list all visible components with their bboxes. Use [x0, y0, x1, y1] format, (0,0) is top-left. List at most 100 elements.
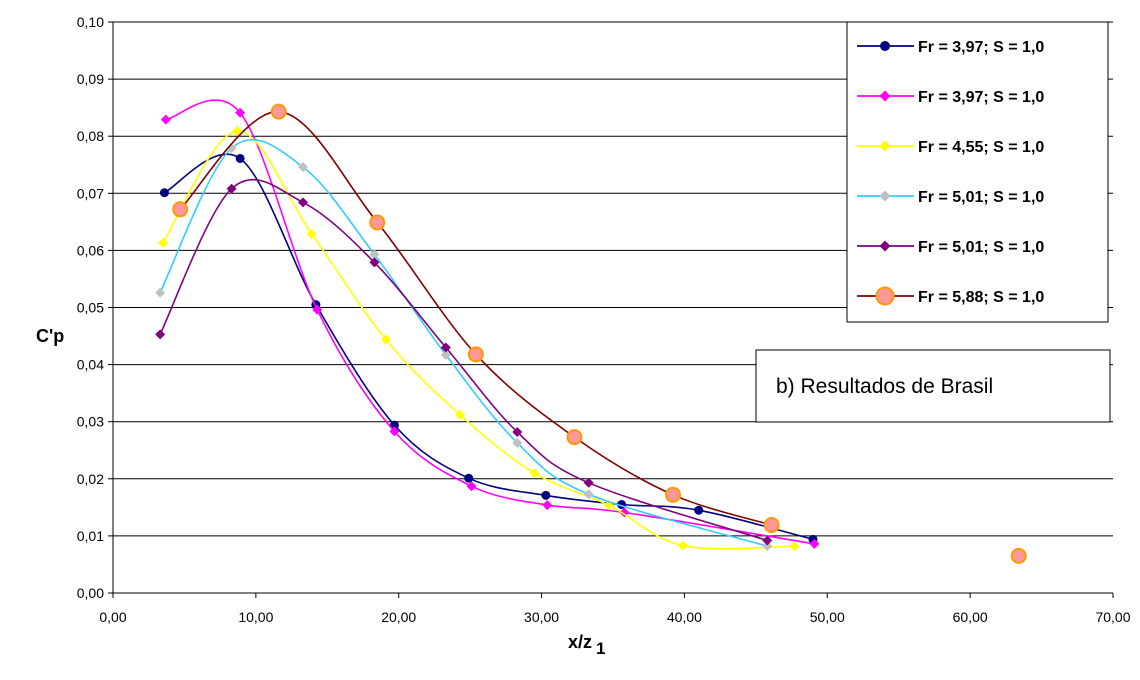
data-point	[467, 346, 484, 363]
legend-entry-6: Fr = 5,88; S = 1,0	[857, 286, 1044, 306]
x-tick-label: 50,00	[810, 609, 845, 625]
y-tick-label: 0,02	[77, 471, 104, 487]
data-point	[389, 420, 399, 430]
y-tick-label: 0,09	[77, 71, 104, 87]
data-point	[619, 507, 630, 518]
data-point	[158, 237, 168, 248]
legend-swatch-marker	[880, 41, 890, 51]
data-point	[380, 334, 391, 345]
data-point	[1010, 547, 1027, 564]
y-axis-title: C'p	[36, 326, 64, 346]
data-point	[694, 505, 704, 515]
data-point	[270, 103, 287, 120]
data-point	[232, 126, 243, 137]
data-point	[159, 188, 169, 198]
x-tick-label: 60,00	[953, 609, 988, 625]
x-tick-label: 30,00	[524, 609, 559, 625]
data-point	[440, 342, 451, 353]
series-6	[172, 103, 1027, 564]
series-3	[158, 126, 800, 552]
legend-swatch-marker	[879, 240, 891, 252]
data-point	[440, 349, 451, 360]
data-point	[762, 541, 773, 552]
y-tick-label: 0,05	[77, 300, 104, 316]
series-line-2	[165, 99, 815, 545]
data-point	[455, 409, 466, 420]
y-tick-label: 0,03	[77, 414, 104, 430]
data-point	[763, 517, 780, 534]
legend-swatch-marker	[875, 286, 895, 306]
y-tick-label: 0,08	[77, 128, 104, 144]
x-tick-label: 40,00	[667, 609, 702, 625]
data-point	[369, 257, 380, 268]
data-point	[529, 468, 540, 479]
series-line-3	[162, 130, 795, 550]
y-tick-label: 0,01	[77, 528, 104, 544]
x-tick-label: 0,00	[99, 609, 126, 625]
series-4	[155, 138, 773, 552]
x-tick-labels: 0,00 10,00 20,00 30,00 40,00 50,00 60,00 70,00	[99, 609, 1130, 625]
series-line-1	[164, 153, 814, 541]
legend-label: Fr = 4,55; S = 1,0	[918, 139, 1044, 156]
x-axis-title: x/z 1	[568, 632, 605, 658]
data-point	[466, 481, 477, 492]
y-tick-label: 0,07	[77, 185, 104, 201]
y-tick-label: 0,10	[77, 14, 104, 30]
y-tick-label: 0,04	[77, 357, 104, 373]
data-point	[512, 437, 523, 448]
data-point	[583, 489, 594, 500]
y-tick-label: 0,06	[77, 242, 104, 258]
data-point	[160, 114, 171, 125]
legend-swatch-marker	[879, 140, 891, 152]
data-point	[789, 541, 800, 552]
legend-entry-5: Fr = 5,01; S = 1,0	[857, 239, 1044, 256]
data-point	[155, 287, 166, 298]
data-point	[809, 538, 820, 549]
x-tick-label: 70,00	[1095, 609, 1130, 625]
data-point	[512, 426, 523, 437]
legend-swatch-marker	[879, 190, 891, 202]
data-point	[312, 304, 323, 315]
data-point	[235, 153, 245, 163]
series-1	[159, 153, 818, 544]
data-point	[172, 201, 189, 218]
data-point	[389, 426, 400, 437]
legend-entry-3: Fr = 4,55; S = 1,0	[857, 139, 1044, 156]
data-point	[235, 107, 246, 118]
x-axis-title-subscript: 1	[596, 639, 605, 658]
legend-entry-2: Fr = 3,97; S = 1,0	[857, 89, 1044, 106]
legend-label: Fr = 3,97; S = 1,0	[918, 89, 1044, 106]
legend-frame	[846, 21, 1109, 323]
series-lines	[155, 99, 1027, 564]
data-point	[298, 162, 308, 173]
data-point	[678, 540, 688, 551]
y-tick-label: 0,00	[77, 585, 104, 601]
legend-label: Fr = 3,97; S = 1,0	[918, 39, 1044, 56]
annotation-frame	[755, 349, 1111, 423]
data-point	[566, 429, 583, 446]
data-point	[583, 477, 594, 488]
series-line-4	[159, 138, 768, 547]
legend-swatch-marker	[879, 90, 891, 102]
data-point	[155, 329, 166, 340]
legend-label: Fr = 5,01; S = 1,0	[918, 189, 1044, 206]
data-point	[762, 535, 773, 546]
data-point	[369, 249, 380, 260]
annotation-text: b) Resultados de Brasil	[776, 375, 993, 398]
series-line-5	[159, 178, 768, 542]
legend: Fr = 3,97; S = 1,0 Fr = 3,97; S = 1,0 Fr =…	[846, 21, 1109, 323]
data-point	[665, 486, 681, 503]
y-tick-labels: 0,00 0,01 0,02 0,03 0,04 0,05 0,06 0,07 0,08 0,09…	[77, 14, 104, 601]
axes	[108, 21, 1114, 598]
legend-entry-1: Fr = 3,97; S = 1,0	[857, 39, 1044, 56]
data-point	[369, 214, 386, 231]
data-point	[541, 490, 551, 500]
annotation-box: b) Resultados de Brasil	[755, 349, 1111, 423]
data-point	[542, 500, 553, 511]
data-point	[226, 183, 237, 194]
x-tick-label: 10,00	[238, 609, 273, 625]
data-point	[464, 473, 474, 483]
legend-label: Fr = 5,88; S = 1,0	[918, 289, 1044, 306]
data-point	[306, 228, 317, 239]
